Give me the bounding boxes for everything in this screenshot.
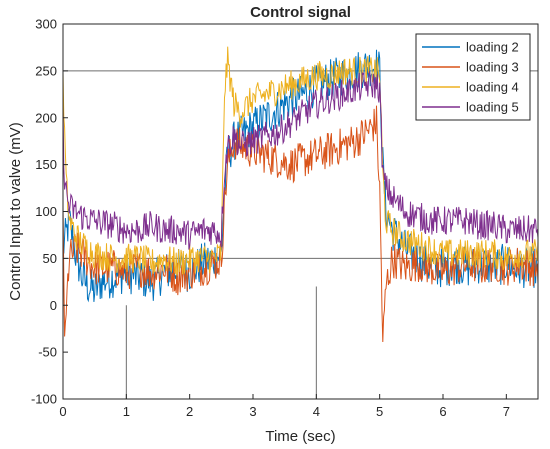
series-group: [62, 46, 539, 343]
x-tick-label: 1: [123, 404, 130, 419]
y-tick-label: 200: [35, 110, 57, 125]
series-line-2: [62, 105, 539, 343]
y-tick-label: 50: [43, 251, 57, 266]
x-axis-label: Time (sec): [265, 428, 335, 445]
legend-label-1: loading 2: [466, 40, 519, 55]
x-tick-label: 0: [59, 404, 66, 419]
x-tick-label: 3: [249, 404, 256, 419]
x-tick-label: 4: [313, 404, 320, 419]
legend-label-4: loading 5: [466, 100, 519, 115]
x-tick-label: 5: [376, 404, 383, 419]
y-tick-label: 150: [35, 157, 57, 172]
y-tick-label: 300: [35, 17, 57, 32]
legend-box: [415, 33, 531, 121]
y-tick-label: -50: [38, 345, 57, 360]
x-tick-label: 6: [439, 404, 446, 419]
series-line-3: [62, 46, 539, 276]
y-axis-ticks: -100 -50 0 50 100 150 200 250 300: [31, 17, 68, 407]
x-tick-label: 2: [186, 404, 193, 419]
y-tick-label: 100: [35, 204, 57, 219]
y-tick-label: 0: [50, 298, 57, 313]
legend: loading 2 loading 3 loading 4 loading 5: [415, 33, 531, 121]
chart-title: Control signal: [250, 4, 351, 21]
legend-label-3: loading 4: [466, 80, 519, 95]
y-axis-label: Control Input to valve (mV): [7, 122, 24, 300]
legend-label-2: loading 3: [466, 60, 519, 75]
series-line-4: [62, 71, 539, 250]
x-axis-ticks: 0 1 2 3 4 5 6 7: [59, 394, 510, 419]
y-tick-label: -100: [31, 392, 57, 407]
y-tick-label: 250: [35, 63, 57, 78]
x-tick-label: 7: [503, 404, 510, 419]
